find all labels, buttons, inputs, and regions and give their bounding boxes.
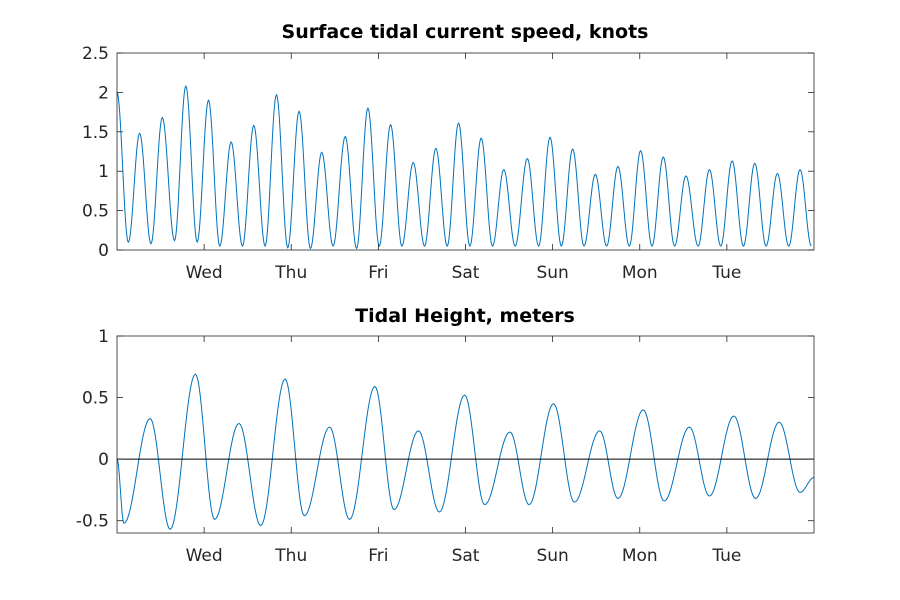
chart-title: Tidal Height, meters: [355, 305, 575, 327]
x-tick-label: Sat: [452, 546, 480, 566]
x-tick-label: Tue: [711, 263, 741, 283]
x-tick-label: Tue: [711, 546, 741, 566]
y-tick-label: -0.5: [76, 512, 109, 532]
x-tick-label: Mon: [622, 546, 658, 566]
tick-layer: 0 0.5 1 1.5 2 2.5 Wed Thu Fri Sat Sun Mon Tue: [82, 44, 814, 283]
tick-layer: -0.5 0 0.5 1 Wed Thu Fri Sat Sun Mon Tue: [76, 327, 814, 566]
x-tick-label: Sun: [536, 546, 568, 566]
y-tick-label: 0: [98, 241, 109, 261]
x-tick-label: Wed: [186, 263, 223, 283]
x-tick-label: Thu: [274, 546, 307, 566]
y-tick-label: 0.5: [82, 202, 109, 222]
series-line: [116, 84, 812, 250]
chart-background: [0, 0, 900, 300]
x-tick-label: Thu: [274, 263, 307, 283]
y-tick-label: 2.5: [82, 44, 109, 64]
y-tick-label: 0: [98, 450, 109, 470]
x-tick-label: Wed: [186, 546, 223, 566]
chart-title: Surface tidal current speed, knots: [282, 21, 649, 43]
x-tick-label: Fri: [368, 263, 388, 283]
x-tick-label: Fri: [368, 546, 388, 566]
y-tick-label: 1.5: [82, 123, 109, 143]
y-tick-label: 2: [98, 83, 109, 103]
x-tick-label: Sat: [452, 263, 480, 283]
plot-area: [116, 84, 812, 250]
y-tick-label: 0.5: [82, 389, 109, 409]
tidal-height-chart: Tidal Height, meters -0.5 0 0.5 1 Wed Thu Fri S…: [76, 305, 815, 566]
plot-area: [116, 373, 815, 530]
series-line: [116, 373, 815, 530]
x-tick-label: Mon: [622, 263, 658, 283]
current-speed-chart: Surface tidal current speed, knots 0 0.5 1…: [0, 0, 900, 300]
y-tick-label: 1: [98, 162, 109, 182]
y-tick-label: 1: [98, 327, 109, 347]
x-tick-label: Sun: [536, 263, 568, 283]
